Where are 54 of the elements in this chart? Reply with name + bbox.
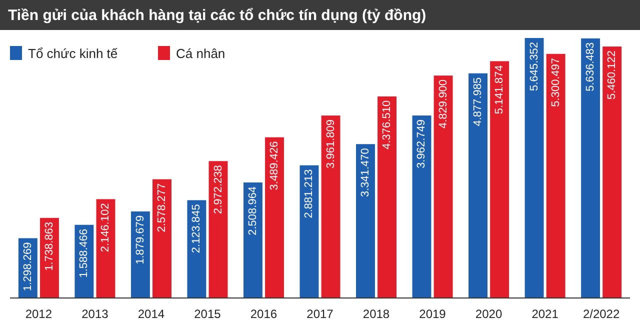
bar — [265, 137, 284, 298]
x-tick-label: 2014 — [138, 307, 165, 321]
bar — [524, 38, 544, 298]
x-tick-label: 2021 — [532, 307, 559, 321]
data-label: 4.877.985 — [472, 77, 484, 126]
x-tick-label: 2013 — [82, 307, 109, 321]
bar — [208, 161, 228, 298]
legend-label: Tổ chức kinh tế — [28, 46, 118, 61]
data-label: 1.738.863 — [43, 222, 56, 271]
data-label: 2.123.845 — [190, 204, 203, 254]
bar — [434, 76, 453, 298]
legend-label: Cá nhân — [176, 46, 226, 61]
bar — [187, 200, 206, 298]
data-label: 5.460.122 — [606, 50, 618, 100]
bar — [602, 46, 622, 298]
x-tick-label: 2020 — [475, 307, 502, 321]
x-tick-label: 2018 — [362, 307, 390, 321]
bar — [300, 165, 319, 298]
data-label: 2.146.102 — [100, 203, 112, 252]
bar — [581, 38, 600, 298]
bar — [412, 115, 432, 298]
chart-title: Tiền gửi của khách hàng tại các tổ chức tín dụng (tỷ đồng) — [8, 7, 426, 24]
data-label: 2.972.238 — [212, 165, 224, 214]
bar — [243, 182, 262, 298]
data-label: 1.879.679 — [134, 215, 146, 264]
data-label: 4.829.900 — [437, 80, 450, 128]
bar — [546, 54, 566, 298]
x-tick-label: 2017 — [306, 307, 334, 321]
data-label: 5.300.497 — [550, 58, 562, 107]
data-label: 3.961.809 — [324, 120, 337, 168]
x-tick-label: 2019 — [419, 307, 446, 321]
data-label: 5.141.874 — [494, 65, 506, 114]
data-label: 5.636.483 — [584, 42, 597, 92]
x-tick-label: 2016 — [250, 307, 278, 321]
data-label: 3.962.749 — [416, 119, 428, 168]
bar — [96, 199, 116, 298]
bar — [152, 179, 172, 298]
x-tick-label: 2015 — [194, 307, 222, 321]
data-label: 2.578.277 — [156, 183, 168, 232]
x-tick-label: 2012 — [25, 307, 52, 321]
data-label: 2.881.213 — [303, 169, 316, 218]
bar — [468, 73, 488, 298]
data-label: 2.508.964 — [246, 186, 259, 236]
data-label: 3.341.470 — [359, 148, 372, 198]
x-tick-label: 2/2022 — [582, 307, 620, 321]
data-label: 3.489.426 — [268, 141, 281, 190]
bar — [378, 96, 397, 298]
bar — [490, 61, 510, 298]
bar — [321, 116, 340, 298]
data-label: 1.588.466 — [78, 228, 90, 278]
data-label: 1.298.269 — [22, 242, 34, 292]
data-label: 4.376.510 — [381, 100, 394, 150]
bar — [356, 144, 375, 298]
data-label: 5.645.352 — [528, 42, 540, 91]
